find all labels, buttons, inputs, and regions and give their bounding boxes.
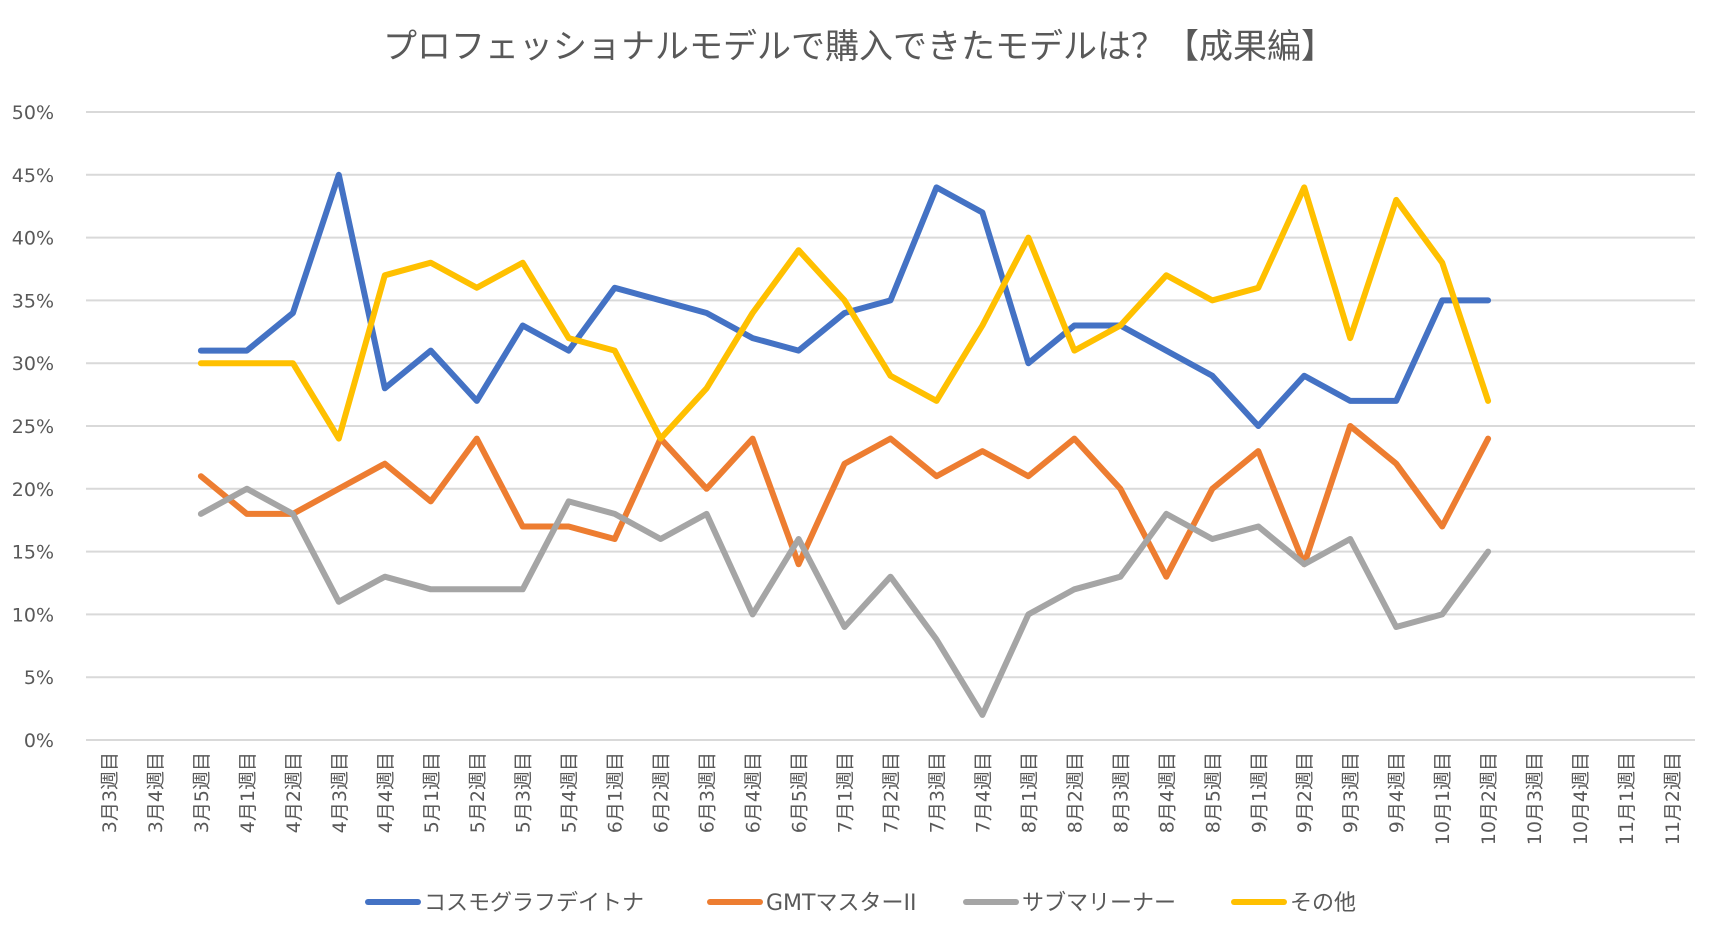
y-axis-ticks: 0% 5% 10% 15% 20% 25% 30% 35% 40% 45% 50% (12, 102, 54, 752)
y-tick-label: 35% (12, 290, 54, 312)
x-tick-label: 7月4週目 (972, 752, 994, 833)
legend-label: GMTマスターII (766, 891, 916, 916)
x-tick-label: 10月3週目 (1524, 752, 1546, 845)
x-tick-label: 6月1週目 (605, 752, 627, 833)
legend-label: サブマリーナー (1022, 891, 1176, 916)
x-tick-label: 9月3週目 (1340, 752, 1362, 833)
x-tick-label: 4月2週目 (283, 752, 305, 833)
x-tick-label: 10月2週目 (1478, 752, 1500, 845)
y-tick-label: 20% (12, 479, 54, 501)
legend-label: その他 (1290, 891, 1356, 916)
x-tick-label: 8月3週目 (1110, 752, 1132, 833)
x-tick-label: 7月3週目 (926, 752, 948, 833)
x-tick-label: 7月1週目 (835, 752, 857, 833)
x-tick-label: 3月5週目 (191, 752, 213, 833)
x-tick-label: 3月3週目 (99, 752, 121, 833)
y-tick-label: 50% (12, 102, 54, 124)
legend-item: サブマリーナー (963, 891, 1176, 916)
x-tick-label: 9月1週目 (1248, 752, 1270, 833)
y-tick-label: 10% (12, 604, 54, 626)
y-tick-label: 40% (12, 228, 54, 250)
chart-title: プロフェッショナルモデルで購入できたモデルは？【成果編】 (383, 27, 1335, 67)
x-tick-label: 4月3週目 (329, 752, 351, 833)
legend-item: コスモグラフデイトナ (365, 891, 644, 916)
x-tick-label: 9月2週目 (1294, 752, 1316, 833)
x-tick-label: 11月2週目 (1662, 752, 1684, 845)
x-tick-label: 8月1週目 (1018, 752, 1040, 833)
series-line-2 (197, 485, 1492, 718)
legend-item: GMTマスターII (707, 891, 916, 916)
x-tick-label: 6月4週目 (743, 752, 765, 833)
x-tick-label: 8月5週目 (1202, 752, 1224, 833)
x-tick-label: 5月3週目 (513, 752, 535, 833)
x-tick-label: 4月1週目 (237, 752, 259, 833)
x-tick-label: 11月1週目 (1616, 752, 1638, 845)
x-axis-ticks: 3月3週目 3月4週目 3月5週目 4月1週目 4月2週目 4月3週目 4月4週目 5月1週目… (99, 752, 1684, 845)
series-lines (197, 171, 1492, 718)
x-tick-label: 9月4週目 (1386, 752, 1408, 833)
x-tick-label: 8月4週目 (1156, 752, 1178, 833)
x-tick-label: 10月4週目 (1570, 752, 1592, 845)
y-tick-label: 45% (12, 165, 54, 187)
x-tick-label: 10月1週目 (1432, 752, 1454, 845)
y-tick-label: 30% (12, 353, 54, 375)
x-tick-label: 4月4週目 (375, 752, 397, 833)
x-tick-label: 5月2週目 (467, 752, 489, 833)
x-tick-label: 5月1週目 (421, 752, 443, 833)
x-tick-label: 5月4週目 (559, 752, 581, 833)
x-tick-label: 8月2週目 (1064, 752, 1086, 833)
x-tick-label: 3月4週目 (145, 752, 167, 833)
y-tick-label: 25% (12, 416, 54, 438)
y-tick-label: 0% (24, 730, 54, 752)
x-tick-label: 6月2週目 (651, 752, 673, 833)
legend-label: コスモグラフデイトナ (424, 891, 644, 916)
y-tick-label: 15% (12, 542, 54, 564)
legend: コスモグラフデイトナ GMTマスターII サブマリーナー その他 (365, 891, 1356, 916)
x-tick-label: 6月5週目 (789, 752, 811, 833)
x-tick-label: 7月2週目 (881, 752, 903, 833)
gridlines (86, 111, 1695, 741)
y-tick-label: 5% (24, 667, 54, 689)
x-tick-label: 6月3週目 (697, 752, 719, 833)
legend-item: その他 (1231, 891, 1356, 916)
